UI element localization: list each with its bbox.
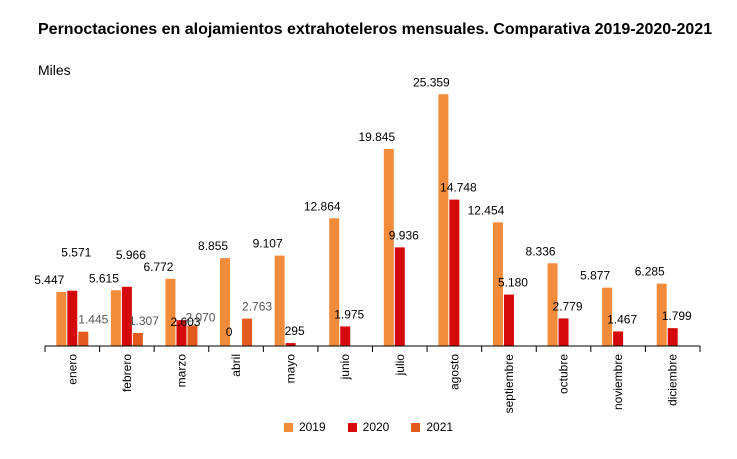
tick-label-marzo: marzo: [174, 354, 188, 388]
bar-2019-noviembre: [602, 287, 613, 346]
data-label-2019-octubre: 8.336: [526, 244, 556, 258]
data-label-2019-mayo: 9.107: [253, 237, 283, 251]
legend-item-2019: 2019: [283, 420, 326, 434]
data-label-2020-abril: 0: [226, 325, 233, 339]
bar-2020-noviembre: [613, 331, 624, 346]
data-label-2019-diciembre: 6.285: [635, 265, 665, 279]
data-label-2019-agosto: 25.359: [413, 75, 450, 89]
bar-2019-agosto: [438, 94, 449, 346]
data-label-2019-enero: 5.447: [34, 273, 64, 287]
data-label-2020-enero: 5.571: [61, 246, 91, 260]
bar-2020-julio: [394, 247, 405, 346]
tick-label-junio: junio: [338, 354, 352, 381]
bar-2020-enero: [67, 290, 78, 346]
chart-subtitle: Miles: [38, 62, 71, 78]
data-label-2020-diciembre: 1.799: [662, 309, 692, 323]
bar-2019-mayo: [274, 255, 285, 346]
data-label-2021-febrero: 1.307: [129, 314, 159, 328]
bar-2019-abril: [220, 258, 231, 346]
bar-2020-octubre: [558, 318, 569, 346]
legend-swatch-2020: [347, 422, 357, 432]
bar-2020-diciembre: [667, 328, 678, 346]
tick-label-diciembre: diciembre: [666, 354, 680, 406]
tick-label-octubre: octubre: [557, 354, 571, 394]
data-label-2020-junio: 1.975: [334, 307, 364, 321]
tick-label-enero: enero: [65, 354, 79, 385]
bar-2020-mayo: [285, 343, 296, 346]
bar-2021-abril: [242, 318, 253, 346]
legend-item-2021: 2021: [411, 420, 453, 434]
legend-label-2021: 2021: [426, 420, 454, 434]
bar-2019-diciembre: [656, 283, 667, 346]
legend-label-2020: 2020: [362, 420, 390, 434]
data-label-2019-febrero: 5.615: [89, 271, 119, 285]
legend-label-2019: 2019: [298, 420, 326, 434]
tick-label-abril: abril: [229, 354, 243, 377]
data-label-2020-julio: 9.936: [389, 228, 419, 242]
bar-2020-marzo: [176, 320, 187, 346]
data-label-2019-julio: 19.845: [358, 130, 395, 144]
legend-item-2020: 2020: [347, 420, 390, 434]
data-label-2020-noviembre: 1.467: [607, 312, 637, 326]
bar-2020-agosto: [449, 199, 460, 346]
bar-2019-octubre: [547, 263, 558, 346]
data-label-2021-marzo: 2.070: [185, 310, 215, 324]
data-label-2020-octubre: 2.779: [553, 299, 583, 313]
chart-legend: 2019 2020 2021: [0, 420, 737, 434]
legend-swatch-2021: [411, 422, 421, 432]
bar-2021-marzo: [187, 325, 198, 346]
tick-label-septiembre: septiembre: [502, 354, 516, 414]
bar-2019-enero: [56, 291, 67, 346]
tick-label-mayo: mayo: [284, 354, 298, 384]
data-label-2019-junio: 12.864: [304, 199, 341, 213]
bar-2020-septiembre: [503, 294, 514, 346]
data-label-2019-abril: 8.855: [198, 239, 228, 253]
legend-swatch-2019: [283, 422, 293, 432]
tick-label-noviembre: noviembre: [611, 354, 625, 410]
bar-2019-septiembre: [492, 222, 503, 346]
bar-2019-febrero: [110, 290, 121, 346]
bar-2020-junio: [340, 326, 351, 346]
data-label-2020-marzo: 2.603: [170, 315, 200, 329]
data-label-2020-septiembre: 5.180: [498, 276, 528, 290]
data-label-2020-agosto: 14.748: [440, 181, 477, 195]
chart-title: Pernoctaciones en alojamientos extrahote…: [38, 21, 713, 38]
tick-label-agosto: agosto: [447, 354, 461, 390]
data-label-2020-febrero: 5.966: [116, 248, 146, 262]
data-label-2020-mayo: 295: [285, 324, 305, 338]
data-label-2021-enero: 1.445: [78, 313, 108, 327]
bar-2020-febrero: [121, 286, 132, 346]
tick-label-julio: julio: [393, 354, 407, 377]
data-label-2021-abril: 2.763: [242, 300, 272, 314]
data-label-2019-noviembre: 5.877: [580, 269, 610, 283]
bar-2021-enero: [78, 331, 89, 346]
bar-2019-julio: [383, 149, 394, 346]
tick-label-febrero: febrero: [120, 354, 134, 392]
data-label-2019-septiembre: 12.454: [468, 203, 505, 217]
data-label-2019-marzo: 6.772: [143, 260, 173, 274]
bar-2021-febrero: [132, 333, 143, 346]
bar-2019-marzo: [165, 278, 176, 346]
bar-2019-junio: [329, 218, 340, 346]
